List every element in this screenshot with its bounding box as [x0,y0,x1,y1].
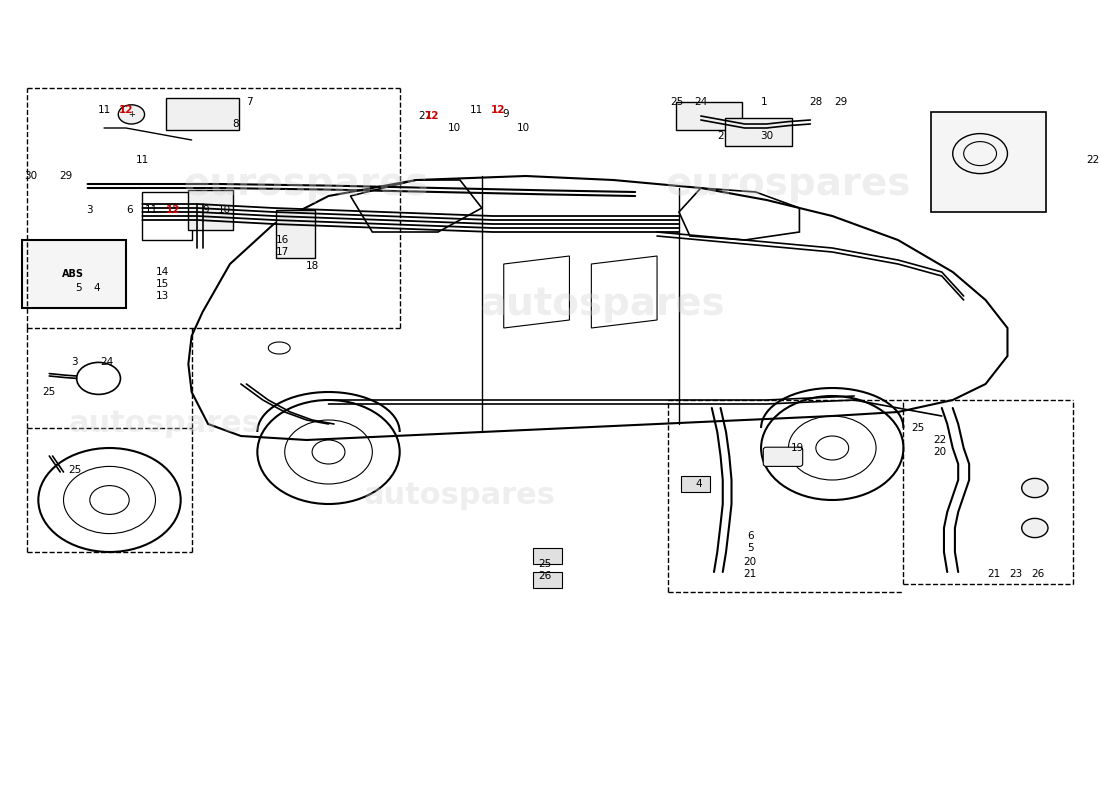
FancyBboxPatch shape [931,112,1046,212]
Text: 18: 18 [306,261,319,270]
Text: 6: 6 [747,531,754,541]
Text: 22: 22 [1087,155,1100,165]
Text: 25: 25 [539,559,552,569]
FancyBboxPatch shape [534,573,562,587]
Text: 6: 6 [125,206,132,215]
Text: 12: 12 [491,106,506,115]
FancyBboxPatch shape [725,118,792,146]
Circle shape [1022,478,1048,498]
Text: eurospares: eurospares [666,165,911,203]
Text: 8: 8 [232,119,239,129]
FancyBboxPatch shape [188,190,233,230]
Text: 11: 11 [144,206,157,215]
Text: 20: 20 [744,557,757,566]
Text: 25: 25 [43,387,56,397]
Text: 30: 30 [24,171,37,181]
Text: 26: 26 [1032,570,1045,579]
Text: 10: 10 [448,123,461,133]
Text: 25: 25 [68,466,81,475]
Text: 15: 15 [155,279,168,289]
Text: 4: 4 [695,479,702,489]
Text: 29: 29 [59,171,73,181]
Text: eurospares: eurospares [184,165,429,203]
Text: 19: 19 [791,443,804,453]
FancyBboxPatch shape [763,447,803,466]
Text: 3: 3 [87,206,94,215]
Text: 27: 27 [418,111,431,121]
Text: 1: 1 [761,98,768,107]
Text: 21: 21 [744,570,757,579]
FancyBboxPatch shape [276,210,316,258]
Text: 11: 11 [470,106,483,115]
Circle shape [1022,518,1048,538]
Text: 12: 12 [426,111,440,121]
Text: 24: 24 [101,357,114,366]
Text: 23: 23 [1010,570,1023,579]
Text: 11: 11 [135,155,149,165]
Text: 17: 17 [276,247,289,257]
Text: 22: 22 [933,435,946,445]
Text: 30: 30 [760,131,773,141]
Text: 11: 11 [98,106,111,115]
Text: 25: 25 [911,423,924,433]
Text: 10: 10 [218,206,231,215]
Text: 25: 25 [670,98,683,107]
Text: 9: 9 [503,109,509,118]
Text: 10: 10 [517,123,530,133]
Text: 28: 28 [810,98,823,107]
Text: +: + [128,110,135,119]
FancyBboxPatch shape [534,549,562,563]
FancyBboxPatch shape [681,477,710,491]
Text: 13: 13 [155,291,168,301]
Text: 2: 2 [717,131,724,141]
Text: 14: 14 [155,267,168,277]
Text: 12: 12 [119,106,133,115]
Text: 4: 4 [94,283,100,293]
Text: 16: 16 [276,235,289,245]
Text: 26: 26 [539,571,552,581]
Text: 5: 5 [747,543,754,553]
Text: autospares: autospares [68,410,261,438]
Text: autospares: autospares [480,285,725,323]
Text: 5: 5 [76,283,82,293]
Text: 3: 3 [72,357,78,366]
Text: ABS: ABS [63,269,85,278]
Circle shape [119,105,144,124]
FancyBboxPatch shape [675,102,742,130]
Text: 7: 7 [246,98,253,107]
Text: 12: 12 [166,206,180,215]
FancyBboxPatch shape [166,98,239,130]
FancyBboxPatch shape [22,240,125,308]
Text: 21: 21 [988,570,1001,579]
Text: 29: 29 [835,98,848,107]
Text: autospares: autospares [364,482,556,510]
Text: 9: 9 [202,206,209,215]
Text: 20: 20 [933,447,946,457]
Text: 24: 24 [694,98,707,107]
